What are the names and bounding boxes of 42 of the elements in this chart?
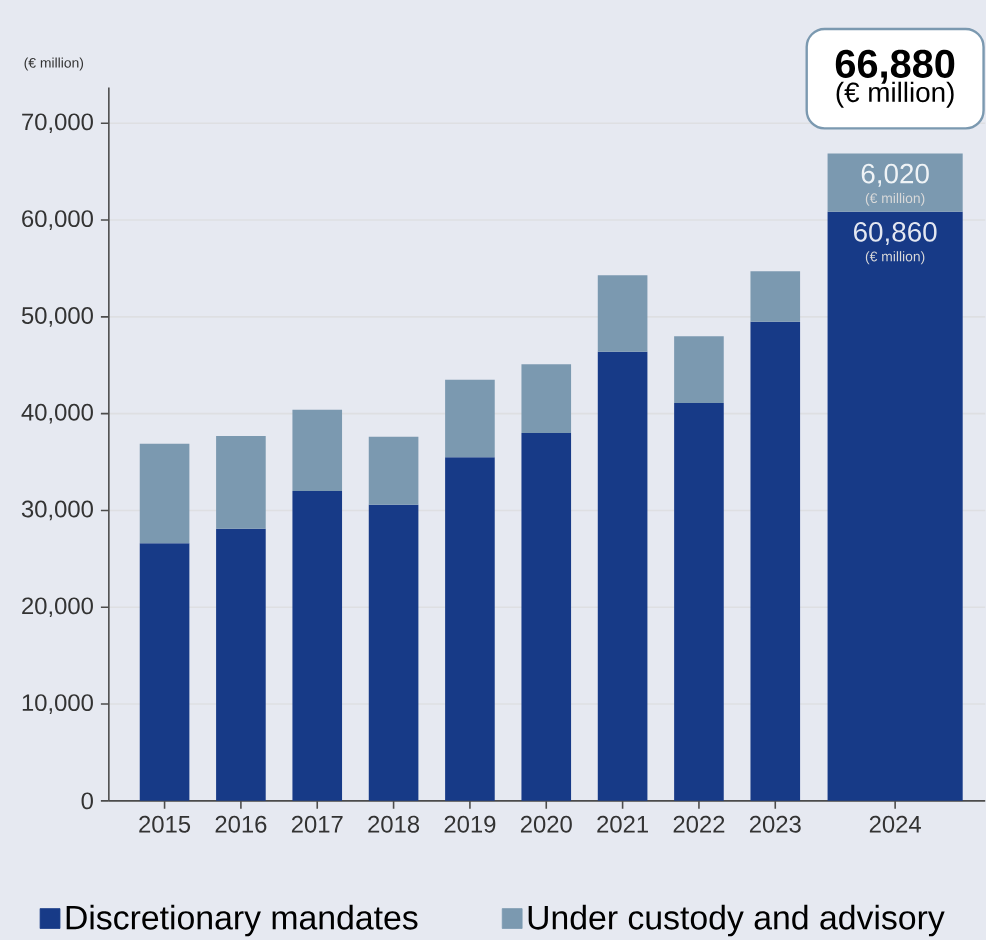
bar	[216, 528, 266, 801]
total-label: 66,880	[835, 49, 955, 84]
bar	[445, 379, 495, 458]
bar	[750, 321, 801, 801]
bar	[139, 443, 190, 544]
y-tick-label: 60,000	[22, 210, 93, 230]
bar	[674, 336, 724, 403]
bar	[750, 271, 801, 322]
bar	[521, 432, 572, 801]
x-tick-label: 2019	[444, 815, 496, 833]
x-tick-label: 2015	[139, 815, 191, 833]
y-tick-label: 20,000	[22, 597, 93, 617]
y-tick-label: 30,000	[21, 500, 93, 521]
x-tick-label: 2018	[368, 815, 420, 833]
y-tick-label: 10,000	[22, 694, 93, 714]
x-tick-label: 2020	[520, 815, 572, 833]
data-label: 60,860	[854, 221, 937, 245]
bar	[292, 409, 343, 491]
x-tick-label: 2016	[215, 815, 267, 833]
bar	[445, 457, 495, 801]
bar	[139, 543, 190, 801]
bar	[521, 364, 572, 433]
legend-label: Discretionary mandates	[66, 904, 418, 937]
x-tick-label: 2023	[749, 815, 801, 833]
data-label: 6,020	[861, 163, 929, 187]
y-tick-label: 0	[81, 792, 93, 810]
x-tick-label: 2017	[291, 815, 343, 833]
y-tick-label: 40,000	[21, 403, 93, 424]
bar	[292, 490, 343, 801]
bar	[597, 275, 648, 352]
bar	[216, 435, 266, 529]
x-tick-label: 2024	[869, 815, 921, 833]
x-tick-label: 2021	[597, 815, 648, 833]
bar	[674, 402, 724, 801]
bar	[597, 351, 648, 801]
y-tick-label: 50,000	[21, 306, 93, 327]
bar	[368, 504, 419, 801]
x-tick-label: 2022	[673, 815, 725, 833]
annotation: (€ million)	[836, 81, 954, 108]
legend-label: Under custody and advisory	[528, 904, 945, 937]
bar	[368, 436, 419, 505]
y-tick-label: 70,000	[22, 113, 93, 133]
